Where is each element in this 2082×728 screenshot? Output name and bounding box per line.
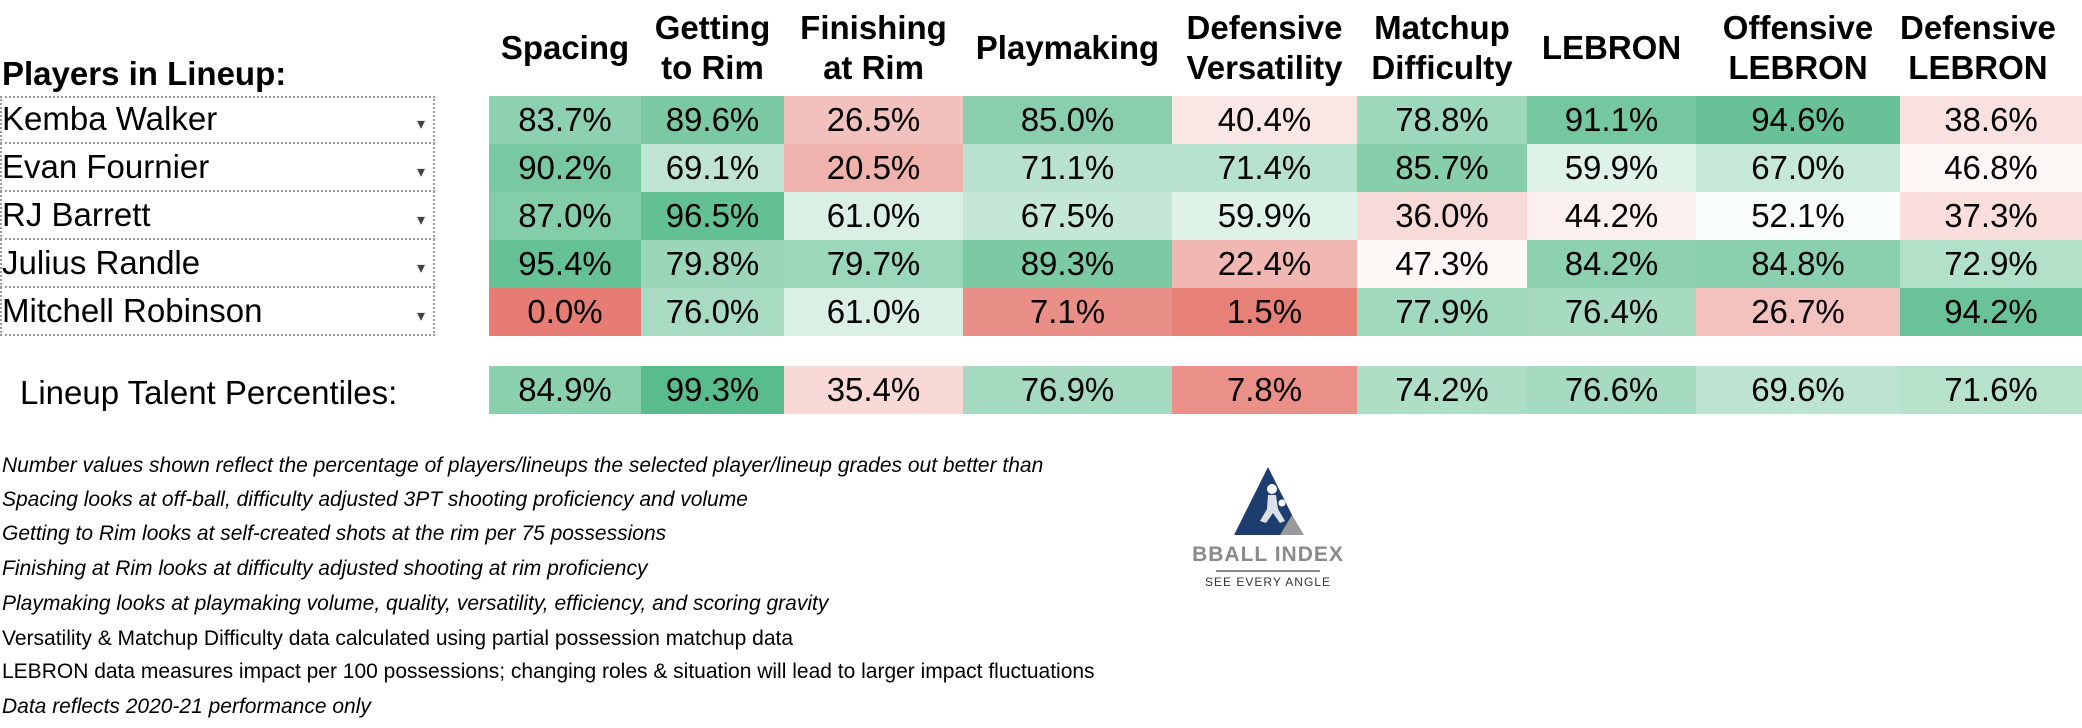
note-line: Versatility & Matchup Difficulty data ca… <box>2 627 794 650</box>
value-cell: 83.7% <box>489 96 641 144</box>
logo-triangle-icon <box>1234 467 1304 535</box>
header-offensive-lebron: Offensive LEBRON <box>1722 9 1874 86</box>
value-cell: 96.5% <box>641 192 784 240</box>
value-cell: 77.9% <box>1357 288 1527 336</box>
value-cell: 40.4% <box>1172 96 1357 144</box>
note-line: LEBRON data measures impact per 100 poss… <box>2 660 1095 683</box>
player-name: Julius Randle <box>2 244 201 281</box>
player-name: Mitchell Robinson <box>2 292 263 329</box>
player-select-rj-barrett[interactable]: RJ Barrett ▾ <box>0 192 435 240</box>
total-cell: 84.9% <box>489 366 641 414</box>
total-cell: 71.6% <box>1900 366 2082 414</box>
header-matchup-difficulty: Matchup Difficulty <box>1371 9 1513 86</box>
note-line: Data reflects 2020-21 performance only <box>2 695 371 718</box>
lineup-title: Players in Lineup: <box>2 55 287 92</box>
value-cell: 61.0% <box>784 192 963 240</box>
value-cell: 85.0% <box>963 96 1172 144</box>
value-cell: 78.8% <box>1357 96 1527 144</box>
player-name: Kemba Walker <box>2 100 218 137</box>
header-spacing: Spacing <box>500 29 630 66</box>
value-cell: 37.3% <box>1900 192 2082 240</box>
player-name: RJ Barrett <box>2 196 151 233</box>
note-line: Getting to Rim looks at self-created sho… <box>2 522 667 545</box>
player-selector-list <box>0 96 435 336</box>
value-cell: 52.1% <box>1696 192 1900 240</box>
total-cell: 74.2% <box>1357 366 1527 414</box>
value-cell: 1.5% <box>1172 288 1357 336</box>
value-cell: 87.0% <box>489 192 641 240</box>
value-cell: 85.7% <box>1357 144 1527 192</box>
chevron-down-icon[interactable]: ▾ <box>416 164 425 181</box>
value-cell: 20.5% <box>784 144 963 192</box>
value-cell: 95.4% <box>489 240 641 288</box>
value-cell: 84.8% <box>1696 240 1900 288</box>
chevron-down-icon[interactable]: ▾ <box>416 260 425 277</box>
lineup-totals-label: Lineup Talent Percentiles: <box>20 374 398 411</box>
chevron-down-icon[interactable]: ▾ <box>416 308 425 325</box>
total-cell: 76.9% <box>963 366 1172 414</box>
note-line: Finishing at Rim looks at difficulty adj… <box>2 557 648 580</box>
logo-brand-text: BBALL INDEX <box>1192 543 1344 566</box>
player-select-julius-randle[interactable]: Julius Randle ▾ <box>0 240 435 288</box>
value-cell: 7.1% <box>963 288 1172 336</box>
player-name: Evan Fournier <box>2 148 210 185</box>
value-cell: 69.1% <box>641 144 784 192</box>
logo-tagline: SEE EVERY ANGLE <box>1205 575 1331 589</box>
total-cell: 7.8% <box>1172 366 1357 414</box>
header-finishing-at-rim: Finishing at Rim <box>800 9 947 86</box>
player-select-kemba-walker[interactable]: Kemba Walker ▾ <box>0 96 435 144</box>
value-cell: 67.5% <box>963 192 1172 240</box>
header-lebron: LEBRON <box>1541 29 1682 66</box>
value-cell: 44.2% <box>1527 192 1696 240</box>
value-cell: 89.6% <box>641 96 784 144</box>
value-cell: 71.4% <box>1172 144 1357 192</box>
header-getting-to-rim: Getting to Rim <box>654 9 771 86</box>
value-cell: 67.0% <box>1696 144 1900 192</box>
value-cell: 59.9% <box>1527 144 1696 192</box>
note-line: Spacing looks at off-ball, difficulty ad… <box>2 488 748 511</box>
player-select-mitchell-robinson[interactable]: Mitchell Robinson ▾ <box>0 288 435 336</box>
value-cell: 22.4% <box>1172 240 1357 288</box>
header-playmaking: Playmaking <box>975 29 1160 66</box>
total-cell: 99.3% <box>641 366 784 414</box>
bball-index-logo: BBALL INDEX SEE EVERY ANGLE <box>1188 463 1348 593</box>
value-cell: 79.7% <box>784 240 963 288</box>
player-select-evan-fournier[interactable]: Evan Fournier ▾ <box>0 144 435 192</box>
value-cell: 36.0% <box>1357 192 1527 240</box>
value-cell: 91.1% <box>1527 96 1696 144</box>
chevron-down-icon[interactable]: ▾ <box>416 116 425 133</box>
value-cell: 94.2% <box>1900 288 2082 336</box>
value-cell: 38.6% <box>1900 96 2082 144</box>
logo-divider <box>1216 570 1320 572</box>
value-cell: 71.1% <box>963 144 1172 192</box>
value-cell: 46.8% <box>1900 144 2082 192</box>
value-cell: 26.7% <box>1696 288 1900 336</box>
note-line: Number values shown reflect the percenta… <box>2 454 1044 477</box>
note-line: Playmaking looks at playmaking volume, q… <box>2 592 829 615</box>
value-cell: 72.9% <box>1900 240 2082 288</box>
value-cell: 0.0% <box>489 288 641 336</box>
value-cell: 26.5% <box>784 96 963 144</box>
total-cell: 35.4% <box>784 366 963 414</box>
value-cell: 76.0% <box>641 288 784 336</box>
total-cell: 69.6% <box>1696 366 1900 414</box>
value-cell: 61.0% <box>784 288 963 336</box>
value-cell: 79.8% <box>641 240 784 288</box>
value-cell: 84.2% <box>1527 240 1696 288</box>
value-cell: 90.2% <box>489 144 641 192</box>
value-cell: 94.6% <box>1696 96 1900 144</box>
chevron-down-icon[interactable]: ▾ <box>416 212 425 229</box>
value-cell: 89.3% <box>963 240 1172 288</box>
value-cell: 59.9% <box>1172 192 1357 240</box>
value-cell: 47.3% <box>1357 240 1527 288</box>
total-cell: 76.6% <box>1527 366 1696 414</box>
value-cell: 76.4% <box>1527 288 1696 336</box>
header-defensive-versatility: Defensive Versatility <box>1186 9 1343 86</box>
header-defensive-lebron: Defensive LEBRON <box>1900 9 2056 86</box>
